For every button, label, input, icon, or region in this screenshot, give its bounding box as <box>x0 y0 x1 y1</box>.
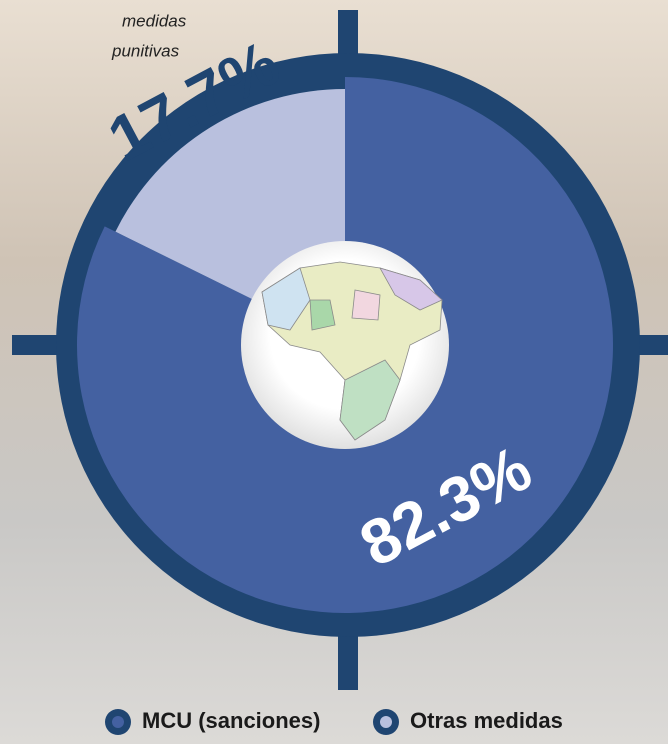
legend-label: MCU (sanciones) <box>142 708 320 733</box>
legend-marker-inner <box>112 716 124 728</box>
legend-label: Otras medidas <box>410 708 563 733</box>
side-text-line: punitivas <box>111 41 180 60</box>
map <box>261 261 443 441</box>
side-text: medidas punitivas <box>111 11 187 60</box>
side-text-line: medidas <box>122 11 187 30</box>
legend-marker-inner <box>380 716 392 728</box>
